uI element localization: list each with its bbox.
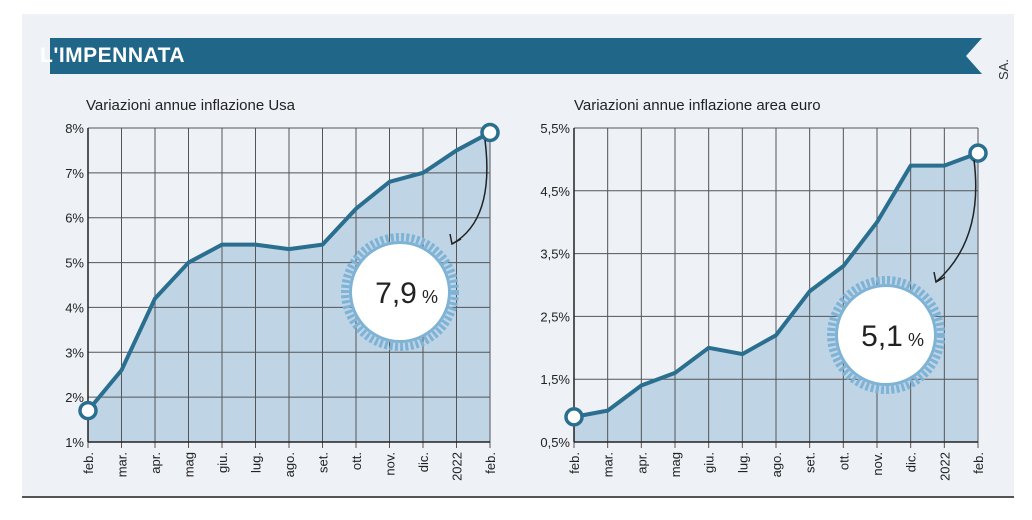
y-tick-label-1-4: 4,5% <box>540 184 570 199</box>
y-tick-label-0-4: 5% <box>65 256 84 271</box>
x-tick-label-0-9: nov. <box>383 452 398 476</box>
badge-value-0: 7,9 <box>375 277 417 310</box>
y-tick-label-1-0: 0,5% <box>540 435 570 450</box>
x-tick-label-0-7: set. <box>316 452 331 473</box>
x-tick-label-0-5: lug. <box>249 452 264 473</box>
badge-circle-1 <box>838 287 934 383</box>
data-point-1-0 <box>564 407 584 427</box>
y-tick-label-1-5: 5,5% <box>540 121 570 136</box>
x-tick-label-0-1: mar. <box>115 452 130 477</box>
x-tick-label-1-7: set. <box>803 452 818 473</box>
badge-circle-0 <box>352 244 448 340</box>
bottom-rule <box>22 496 1014 498</box>
banner-title: L'IMPENNATA <box>40 44 186 67</box>
x-tick-label-0-8: ott. <box>349 452 364 470</box>
x-tick-label-1-12: feb. <box>971 452 986 474</box>
x-tick-label-0-12: feb. <box>483 452 498 474</box>
series-line-0 <box>86 130 491 412</box>
chart-title-1: Variazioni annue inflazione area euro <box>574 97 821 114</box>
x-tick-label-1-3: mag <box>668 452 683 477</box>
x-tick-label-1-5: lug. <box>735 452 750 473</box>
annotation-arrow-1 <box>935 159 977 283</box>
x-tick-label-1-1: mar. <box>601 452 616 477</box>
data-point-1-12 <box>968 143 988 163</box>
x-tick-label-0-3: mag <box>182 452 197 477</box>
annotation-arrowhead-0 <box>449 233 462 246</box>
x-tick-label-0-2: apr. <box>148 452 163 474</box>
y-tick-label-0-3: 4% <box>65 300 84 315</box>
series-line-1 <box>573 151 979 419</box>
y-tick-label-1-1: 1,5% <box>540 372 570 387</box>
badge-ring-1 <box>827 276 945 394</box>
x-tick-label-1-0: feb. <box>567 452 582 474</box>
x-tick-label-0-4: giu. <box>215 452 230 473</box>
x-tick-label-0-10: dic. <box>416 452 431 472</box>
x-tick-label-0-0: feb. <box>81 452 96 474</box>
x-tick-label-0-6: ago. <box>282 452 297 477</box>
y-tick-label-0-6: 7% <box>65 166 84 181</box>
x-tick-label-1-4: giu. <box>702 452 717 473</box>
y-tick-label-0-7: 8% <box>65 121 84 136</box>
annotation-arrowhead-1 <box>933 271 946 284</box>
badge-unit-1: % <box>908 330 924 350</box>
x-tick-label-1-10: dic. <box>904 452 919 472</box>
badge-unit-0: % <box>422 287 438 307</box>
y-tick-label-1-3: 3,5% <box>540 247 570 262</box>
x-tick-label-1-6: ago. <box>769 452 784 477</box>
y-tick-label-0-1: 2% <box>65 390 84 405</box>
y-tick-label-1-2: 2,5% <box>540 309 570 324</box>
data-point-0-12 <box>480 122 500 143</box>
data-point-0-0 <box>78 400 98 421</box>
y-tick-label-0-0: 1% <box>65 435 84 450</box>
chart-title-0: Variazioni annue inflazione Usa <box>86 97 296 114</box>
x-tick-label-0-11: 2022 <box>450 452 465 481</box>
x-tick-label-1-11: 2022 <box>937 452 952 481</box>
x-tick-label-1-8: ott. <box>836 452 851 470</box>
badge-ring-0 <box>341 233 459 351</box>
x-tick-label-1-9: nov. <box>870 452 885 476</box>
x-tick-label-1-2: apr. <box>634 452 649 474</box>
annotation-arrow-0 <box>451 139 488 245</box>
badge-value-1: 5,1 <box>861 320 903 353</box>
y-tick-label-0-5: 6% <box>65 211 84 226</box>
y-tick-label-0-2: 3% <box>65 345 84 360</box>
